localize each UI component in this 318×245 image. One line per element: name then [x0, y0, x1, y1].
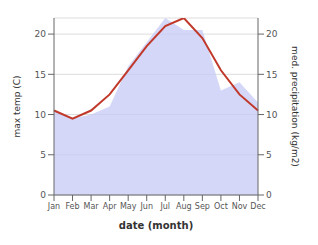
- svg-text:Mar: Mar: [84, 202, 100, 211]
- svg-text:10: 10: [35, 110, 47, 120]
- svg-text:max temp (C): max temp (C): [12, 75, 22, 137]
- svg-text:15: 15: [266, 70, 277, 80]
- svg-text:Feb: Feb: [65, 202, 79, 211]
- svg-text:20: 20: [35, 29, 47, 39]
- svg-text:5: 5: [40, 150, 46, 160]
- svg-text:Sep: Sep: [195, 202, 210, 211]
- svg-text:Jan: Jan: [47, 202, 60, 211]
- svg-text:date (month): date (month): [119, 220, 193, 231]
- svg-text:0: 0: [266, 190, 272, 200]
- svg-text:Oct: Oct: [214, 202, 228, 211]
- svg-text:May: May: [120, 202, 137, 211]
- svg-text:Aug: Aug: [176, 202, 192, 211]
- svg-text:10: 10: [266, 110, 278, 120]
- svg-text:Jul: Jul: [159, 202, 170, 211]
- svg-text:Apr: Apr: [103, 202, 118, 211]
- svg-text:15: 15: [35, 70, 46, 80]
- svg-text:0: 0: [40, 190, 46, 200]
- svg-text:med. precipitation (kg/m2): med. precipitation (kg/m2): [290, 46, 300, 167]
- svg-text:Dec: Dec: [250, 202, 265, 211]
- svg-text:Nov: Nov: [232, 202, 248, 211]
- svg-text:5: 5: [266, 150, 272, 160]
- svg-text:Jun: Jun: [139, 202, 153, 211]
- svg-text:20: 20: [266, 29, 278, 39]
